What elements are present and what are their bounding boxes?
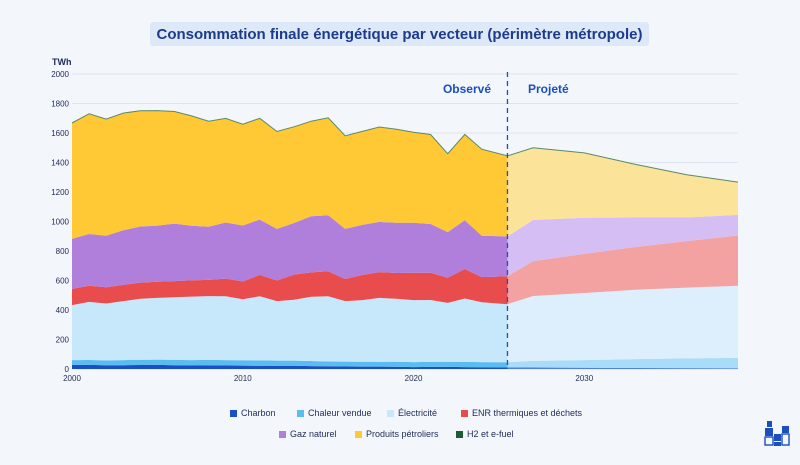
legend-label-h2: H2 et e-fuel bbox=[467, 429, 514, 439]
y-tick-600: 600 bbox=[56, 277, 70, 286]
legend-label-enr: ENR thermiques et déchets bbox=[472, 408, 583, 418]
legend-item-enr: ENR thermiques et déchets bbox=[461, 408, 582, 418]
legend-item-electricite: Électricité bbox=[387, 408, 437, 418]
area-charbon-projected bbox=[507, 367, 738, 369]
x-tick-2000: 2000 bbox=[63, 374, 81, 383]
building-blocks-icon bbox=[764, 421, 790, 446]
chart-title-text: Consommation finale énergétique par vect… bbox=[156, 25, 643, 43]
area-petrole-observed bbox=[72, 110, 508, 239]
y-tick-2000: 2000 bbox=[51, 70, 69, 79]
y-tick-200: 200 bbox=[56, 336, 70, 345]
legend-item-charbon: Charbon bbox=[230, 408, 276, 418]
y-tick-1600: 1600 bbox=[51, 129, 69, 138]
area-chaleur-observed bbox=[72, 359, 508, 368]
legend-label-electricite: Électricité bbox=[398, 408, 438, 418]
legend-swatch-enr bbox=[461, 409, 468, 417]
legend-label-chaleur: Chaleur vendue bbox=[308, 408, 372, 418]
legend-swatch-h2 bbox=[456, 430, 463, 438]
x-tick-2010: 2010 bbox=[234, 374, 252, 383]
legend-swatch-chaleur bbox=[297, 409, 304, 417]
area-elec-projected bbox=[507, 285, 738, 363]
x-axis-ticks: 2000 2010 2020 2030 bbox=[63, 374, 594, 383]
area-petrole-projected bbox=[507, 147, 738, 237]
legend-item-chaleur: Chaleur vendue bbox=[297, 408, 372, 418]
area-elec-observed bbox=[72, 296, 508, 363]
y-tick-1200: 1200 bbox=[51, 188, 69, 197]
legend-label-petrole: Produits pétroliers bbox=[366, 429, 439, 439]
area-enr-projected bbox=[507, 235, 738, 305]
legend-item-h2: H2 et e-fuel bbox=[456, 429, 514, 439]
y-tick-0: 0 bbox=[65, 365, 70, 374]
x-tick-2030: 2030 bbox=[575, 374, 593, 383]
y-tick-1800: 1800 bbox=[51, 100, 69, 109]
legend-swatch-charbon bbox=[230, 409, 237, 417]
area-gaz-projected bbox=[507, 214, 738, 277]
y-tick-1400: 1400 bbox=[51, 159, 69, 168]
area-charbon-observed bbox=[72, 364, 508, 369]
legend-item-gaz: Gaz naturel bbox=[279, 429, 337, 439]
legend-swatch-electricite bbox=[387, 409, 394, 417]
period-label-projected: Projeté bbox=[528, 82, 569, 96]
y-tick-800: 800 bbox=[56, 247, 70, 256]
total-line-projected bbox=[507, 147, 739, 183]
y-tick-400: 400 bbox=[56, 306, 70, 315]
chart-title: Consommation finale énergétique par vect… bbox=[150, 22, 649, 46]
x-tick-2020: 2020 bbox=[405, 374, 423, 383]
legend-swatch-petrole bbox=[355, 430, 362, 438]
legend-label-charbon: Charbon bbox=[241, 408, 276, 418]
legend-item-petrole: Produits pétroliers bbox=[355, 429, 439, 439]
period-label-observed: Observé bbox=[443, 82, 491, 96]
total-line-observed bbox=[71, 110, 508, 157]
area-enr-observed bbox=[72, 269, 508, 306]
legend-swatch-gaz bbox=[279, 430, 286, 438]
y-axis-ticks: 0 200 400 600 800 1000 1200 1400 1600 1800 2000 bbox=[51, 70, 69, 374]
area-gaz-observed bbox=[72, 215, 508, 289]
y-tick-1000: 1000 bbox=[51, 218, 69, 227]
y-axis-unit: TWh bbox=[52, 57, 72, 67]
legend-label-gaz: Gaz naturel bbox=[290, 429, 337, 439]
area-chaleur-projected bbox=[507, 357, 738, 369]
area-series bbox=[71, 110, 739, 369]
